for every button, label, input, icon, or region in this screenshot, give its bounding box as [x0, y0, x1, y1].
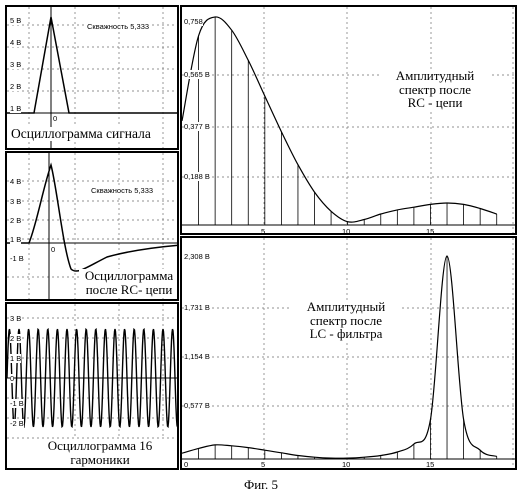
osc-rc-xtick-0: 0: [51, 245, 55, 254]
spec-lc-caption-line3: LC - фильтра: [290, 327, 402, 341]
spec-lc-ytick-1: 2,308 В: [184, 252, 210, 261]
spec-rc-xtick-5: 5: [261, 227, 265, 235]
spec-lc-caption-line2: спектр после: [290, 314, 402, 328]
osc-rc-caption-line1: Осциллограмма: [79, 269, 179, 283]
spec-rc-ytick-4: 0,188 В: [184, 172, 210, 181]
osc-rc-duty-label: Скважность 5,333: [91, 186, 153, 195]
osc-rc-ytick-4: 1 В: [10, 235, 21, 244]
spec-lc-plot: [182, 238, 517, 470]
panel-spec-rc: 0,758 0,565 В 0,377 В 0,188 В 5 10 15 Ам…: [180, 5, 517, 235]
spec-rc-plot: [182, 7, 517, 235]
spec-rc-harmonic-bars: [199, 17, 497, 225]
osc-signal-trace: [7, 17, 179, 113]
osc-signal-ytick-2: 4 В: [10, 38, 21, 47]
osc-signal-ytick-5: 1 В: [10, 104, 21, 113]
spec-lc-caption: Амплитудный спектр после LC - фильтра: [290, 300, 402, 341]
spec-rc-ytick-1: 0,758: [184, 17, 203, 26]
osc-signal-ytick-4: 2 В: [10, 82, 21, 91]
osc-signal-caption: Осциллограмма сигнала: [11, 127, 151, 141]
spec-lc-xtick-5: 5: [261, 460, 265, 469]
osc-h16-ytick-3: 1 В: [10, 354, 21, 363]
panel-spec-lc: 2,308 В 1,731 В 1,154 В 0,577 В 0 5 10 1…: [180, 236, 517, 470]
spec-rc-caption: Амплитудный спектр после RC - цепи: [380, 69, 490, 110]
spec-rc-grid: [182, 7, 517, 235]
spec-lc-xtick-15: 15: [426, 460, 434, 469]
spec-lc-ytick-2: 1,731 В: [184, 303, 210, 312]
spec-lc-xtick-10: 10: [342, 460, 350, 469]
osc-h16-caption-line2: гармоники: [35, 453, 165, 467]
osc-signal-ytick-3: 3 В: [10, 60, 21, 69]
osc-signal-ytick-1: 5 В: [10, 16, 21, 25]
osc-h16-ytick-2: 2 В: [10, 334, 21, 343]
osc-h16-ytick-5: -1 В: [10, 399, 24, 408]
osc-h16-ytick-4: 0: [10, 374, 14, 383]
osc-rc-ytick-2: 3 В: [10, 197, 21, 206]
osc-h16-ytick-1: 3 В: [10, 314, 21, 323]
panel-osc-h16: 3 В 2 В 1 В 0 -1 В -2 В Осциллограмма 16…: [5, 302, 179, 470]
osc-h16-caption: Осциллограмма 16 гармоники: [35, 439, 165, 466]
osc-rc-ytick-5: -1 В: [10, 254, 24, 263]
osc-h16-caption-line1: Осциллограмма 16: [35, 439, 165, 453]
osc-rc-caption-line2: после RC- цепи: [79, 283, 179, 297]
spec-lc-ytick-3: 1,154 В: [184, 352, 210, 361]
spec-rc-caption-line1: Амплитудный: [380, 69, 490, 83]
spec-lc-ytick-4: 0,577 В: [184, 401, 210, 410]
spec-rc-caption-line2: спектр после: [380, 83, 490, 97]
panel-osc-signal: 5 В 4 В 3 В 2 В 1 В 0 Скважность 5,333 О…: [5, 5, 179, 150]
spec-rc-caption-line3: RC - цепи: [380, 96, 490, 110]
spec-lc-envelope: [182, 256, 497, 458]
osc-rc-caption: Осциллограмма после RC- цепи: [79, 269, 179, 296]
osc-signal-xtick-0: 0: [53, 114, 57, 123]
spec-lc-caption-line1: Амплитудный: [290, 300, 402, 314]
spec-lc-xtick-0: 0: [184, 460, 188, 469]
spec-rc-ytick-2: 0,565 В: [184, 70, 210, 79]
spec-rc-xtick-10: 10: [342, 227, 350, 235]
panel-osc-rc: 4 В 3 В 2 В 1 В -1 В 0 Скважность 5,333 …: [5, 151, 179, 301]
spec-rc-ytick-3: 0,377 В: [184, 122, 210, 131]
osc-signal-duty-label: Скважность 5,333: [87, 22, 149, 31]
spec-rc-xtick-15: 15: [426, 227, 434, 235]
osc-rc-ytick-3: 2 В: [10, 216, 21, 225]
osc-h16-ytick-6: -2 В: [10, 419, 24, 428]
spec-rc-envelope: [182, 17, 497, 222]
figure-caption: Фиг. 5: [0, 478, 522, 492]
osc-rc-ytick-1: 4 В: [10, 177, 21, 186]
